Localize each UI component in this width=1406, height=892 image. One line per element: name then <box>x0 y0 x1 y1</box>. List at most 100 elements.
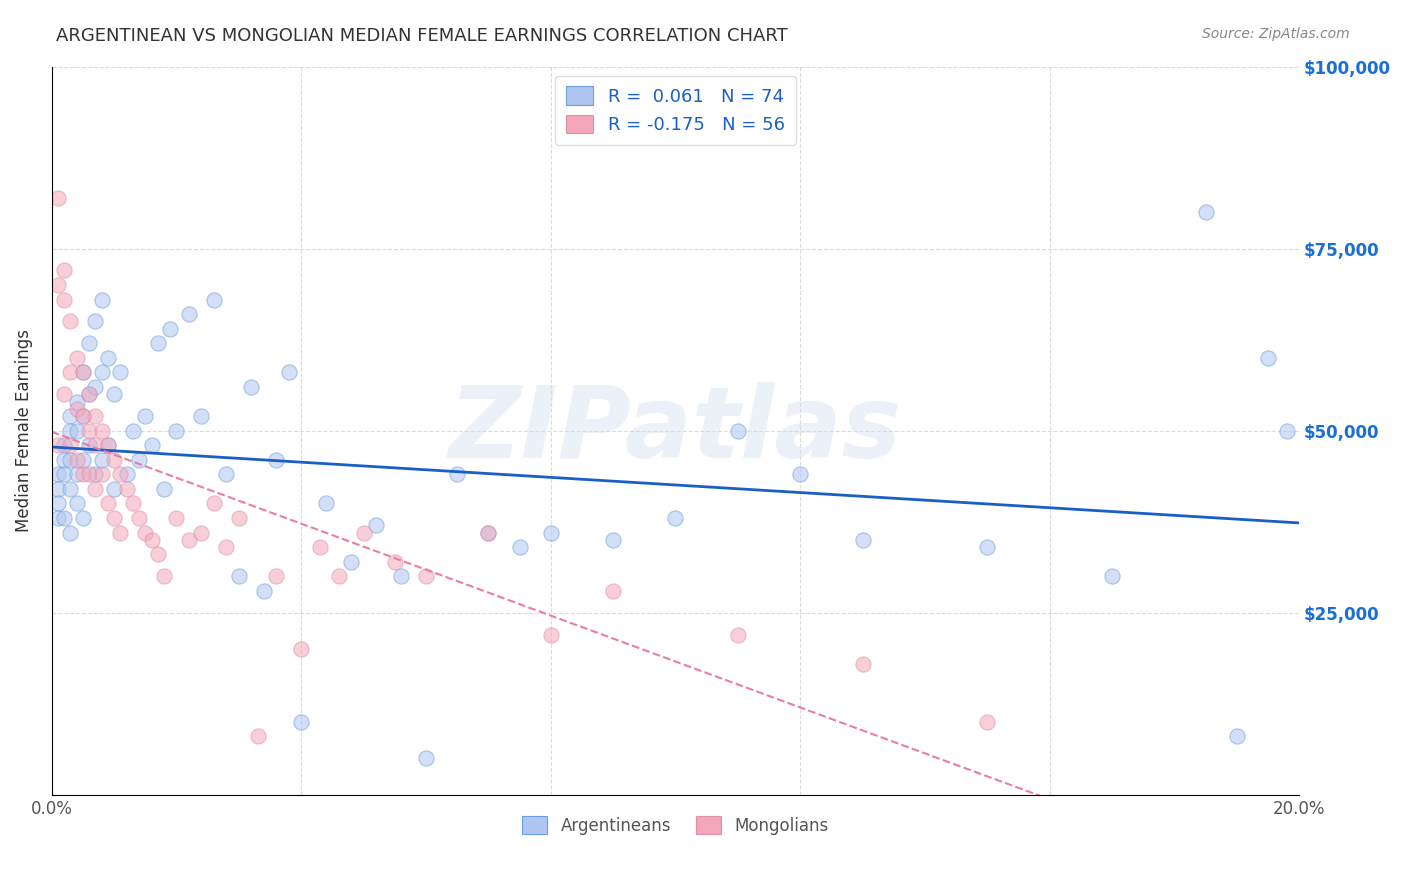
Point <box>103 452 125 467</box>
Point <box>90 424 112 438</box>
Point <box>851 657 873 671</box>
Point <box>134 525 156 540</box>
Point <box>240 380 263 394</box>
Point <box>53 511 76 525</box>
Point <box>59 365 82 379</box>
Point <box>72 409 94 423</box>
Point <box>77 424 100 438</box>
Point <box>266 569 288 583</box>
Point <box>53 293 76 307</box>
Point <box>215 467 238 482</box>
Point <box>253 583 276 598</box>
Point <box>146 548 169 562</box>
Point <box>202 496 225 510</box>
Point <box>46 511 69 525</box>
Point <box>59 482 82 496</box>
Point <box>141 533 163 547</box>
Point <box>72 365 94 379</box>
Point <box>146 336 169 351</box>
Text: ARGENTINEAN VS MONGOLIAN MEDIAN FEMALE EARNINGS CORRELATION CHART: ARGENTINEAN VS MONGOLIAN MEDIAN FEMALE E… <box>56 27 787 45</box>
Point <box>84 314 107 328</box>
Point <box>46 438 69 452</box>
Point <box>976 540 998 554</box>
Point <box>177 307 200 321</box>
Point <box>121 424 143 438</box>
Point <box>72 452 94 467</box>
Point <box>315 496 337 510</box>
Point <box>103 511 125 525</box>
Point <box>77 438 100 452</box>
Point <box>1194 205 1216 219</box>
Point <box>46 467 69 482</box>
Point <box>141 438 163 452</box>
Point <box>1226 730 1249 744</box>
Point <box>477 525 499 540</box>
Point <box>727 424 749 438</box>
Point <box>1275 424 1298 438</box>
Point <box>153 482 176 496</box>
Point <box>77 336 100 351</box>
Point <box>59 452 82 467</box>
Point <box>97 496 120 510</box>
Text: ZIPatlas: ZIPatlas <box>449 382 903 479</box>
Point <box>77 387 100 401</box>
Point <box>415 751 437 765</box>
Point <box>46 278 69 293</box>
Point <box>59 409 82 423</box>
Point <box>266 452 288 467</box>
Point <box>134 409 156 423</box>
Point <box>228 511 250 525</box>
Point <box>72 511 94 525</box>
Legend: Argentineans, Mongolians: Argentineans, Mongolians <box>512 806 838 845</box>
Point <box>246 730 269 744</box>
Point <box>509 540 531 554</box>
Point <box>110 467 132 482</box>
Point <box>364 518 387 533</box>
Point <box>1101 569 1123 583</box>
Point <box>277 365 299 379</box>
Point <box>290 642 312 657</box>
Point <box>77 387 100 401</box>
Point <box>128 452 150 467</box>
Point <box>1257 351 1279 365</box>
Point <box>153 569 176 583</box>
Point <box>84 467 107 482</box>
Point <box>46 191 69 205</box>
Point <box>384 555 406 569</box>
Point <box>53 452 76 467</box>
Point <box>53 467 76 482</box>
Point <box>177 533 200 547</box>
Point <box>851 533 873 547</box>
Point <box>540 627 562 641</box>
Point <box>789 467 811 482</box>
Point <box>84 380 107 394</box>
Point <box>59 525 82 540</box>
Y-axis label: Median Female Earnings: Median Female Earnings <box>15 329 32 533</box>
Point <box>66 351 89 365</box>
Point <box>59 424 82 438</box>
Point <box>190 409 212 423</box>
Point <box>103 387 125 401</box>
Point <box>540 525 562 540</box>
Point <box>66 467 89 482</box>
Point <box>59 438 82 452</box>
Point <box>103 482 125 496</box>
Point <box>415 569 437 583</box>
Point <box>309 540 332 554</box>
Point <box>90 365 112 379</box>
Point <box>84 482 107 496</box>
Point <box>228 569 250 583</box>
Point <box>72 365 94 379</box>
Point <box>97 438 120 452</box>
Point <box>59 314 82 328</box>
Point <box>353 525 375 540</box>
Point <box>53 387 76 401</box>
Point <box>97 351 120 365</box>
Point <box>90 467 112 482</box>
Point <box>128 511 150 525</box>
Point <box>46 482 69 496</box>
Point <box>90 293 112 307</box>
Point <box>46 496 69 510</box>
Point <box>115 467 138 482</box>
Point <box>166 424 188 438</box>
